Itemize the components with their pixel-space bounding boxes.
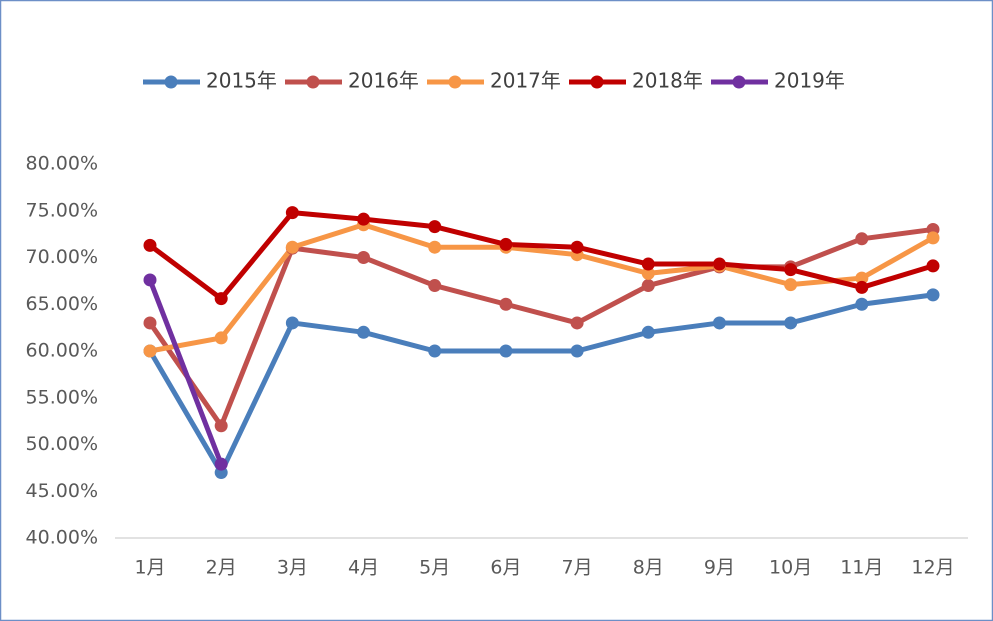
x-tick-label: 8月 bbox=[633, 557, 664, 579]
legend-marker bbox=[448, 75, 462, 89]
x-tick-label: 5月 bbox=[419, 557, 450, 579]
data-point bbox=[357, 251, 371, 264]
legend-label: 2017年 bbox=[490, 69, 561, 93]
data-point bbox=[784, 316, 798, 330]
x-tick-label: 3月 bbox=[277, 557, 308, 579]
data-point bbox=[570, 344, 584, 358]
legend-label: 2015年 bbox=[206, 69, 277, 93]
legend-marker bbox=[306, 75, 320, 89]
x-tick-label: 12月 bbox=[911, 557, 954, 579]
y-tick-label: 40.00% bbox=[26, 527, 98, 549]
series-line bbox=[147, 279, 224, 466]
data-point bbox=[214, 292, 228, 306]
legend-marker bbox=[732, 75, 746, 89]
data-point bbox=[428, 220, 442, 234]
data-point bbox=[570, 316, 584, 330]
data-point bbox=[285, 206, 299, 220]
data-point bbox=[143, 273, 157, 287]
data-point bbox=[214, 419, 228, 433]
data-point bbox=[428, 279, 442, 293]
x-tick-label: 10月 bbox=[769, 557, 812, 579]
x-tick-label: 11月 bbox=[840, 557, 883, 579]
data-point bbox=[285, 240, 299, 254]
data-point bbox=[784, 263, 798, 277]
y-tick-label: 55.00% bbox=[26, 386, 98, 408]
x-tick-label: 4月 bbox=[348, 557, 379, 579]
data-point bbox=[499, 237, 513, 251]
data-point bbox=[214, 331, 228, 345]
data-point bbox=[641, 266, 655, 280]
data-point bbox=[712, 257, 726, 271]
legend-label: 2019年 bbox=[774, 69, 845, 93]
data-point bbox=[855, 297, 869, 311]
data-point bbox=[428, 344, 442, 358]
data-point bbox=[641, 257, 655, 271]
data-point bbox=[428, 240, 442, 254]
data-point bbox=[641, 325, 655, 339]
data-point bbox=[926, 259, 940, 273]
data-point bbox=[855, 232, 869, 246]
data-point bbox=[143, 344, 157, 358]
legend-label: 2018年 bbox=[632, 69, 703, 93]
data-point bbox=[143, 238, 157, 252]
data-point bbox=[641, 279, 655, 293]
data-point bbox=[499, 344, 513, 358]
y-tick-label: 50.00% bbox=[26, 433, 98, 455]
legend: 2015年 2016年 2017年 2018年 2019年 bbox=[143, 69, 845, 93]
y-tick-label: 70.00% bbox=[26, 246, 98, 268]
data-point bbox=[214, 457, 228, 471]
y-tick-label: 75.00% bbox=[26, 199, 98, 221]
data-point bbox=[855, 271, 869, 285]
data-point bbox=[855, 280, 869, 294]
x-tick-label: 9月 bbox=[704, 557, 735, 579]
legend-marker bbox=[590, 75, 604, 89]
y-tick-label: 45.00% bbox=[26, 480, 98, 502]
y-tick-label: 65.00% bbox=[26, 293, 98, 315]
data-point bbox=[357, 212, 371, 226]
series-line bbox=[147, 226, 934, 429]
y-tick-label: 60.00% bbox=[26, 340, 98, 362]
x-tick-label: 2月 bbox=[206, 557, 237, 579]
data-point bbox=[499, 297, 513, 311]
legend-marker bbox=[164, 75, 178, 89]
x-tick-label: 1月 bbox=[134, 557, 165, 579]
data-point bbox=[143, 316, 157, 330]
data-point bbox=[712, 316, 726, 330]
series-line bbox=[148, 210, 934, 302]
data-point bbox=[926, 288, 940, 302]
y-tick-label: 80.00% bbox=[26, 153, 98, 175]
x-tick-label: 6月 bbox=[490, 557, 521, 579]
data-point bbox=[570, 240, 584, 254]
legend-label: 2016年 bbox=[348, 69, 419, 93]
x-tick-label: 7月 bbox=[562, 557, 593, 579]
data-point bbox=[357, 325, 371, 339]
series-line bbox=[149, 222, 935, 354]
data-point bbox=[285, 316, 299, 330]
series-line bbox=[147, 292, 934, 476]
data-point bbox=[784, 278, 798, 292]
data-point bbox=[926, 231, 940, 245]
